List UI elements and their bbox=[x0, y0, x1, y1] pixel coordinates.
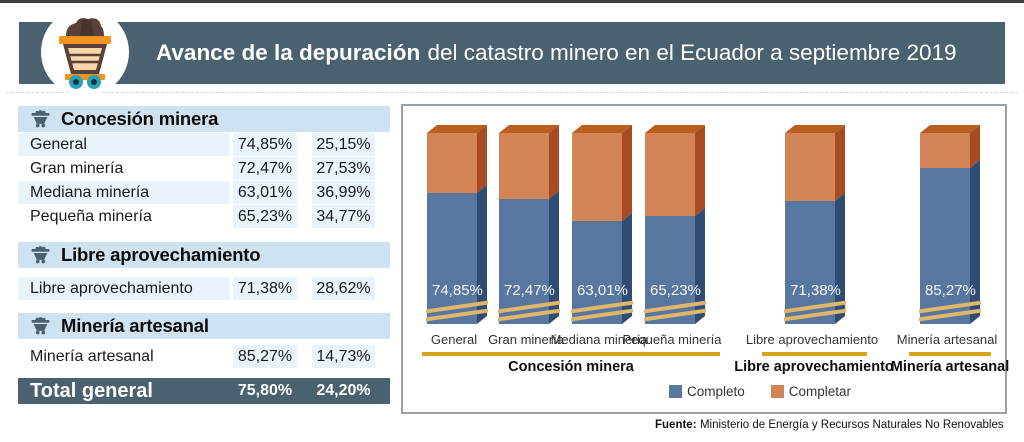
bar-segment-completar bbox=[427, 133, 477, 193]
chart-bar-general: 74,85% bbox=[426, 124, 488, 324]
row-value-completo: 85,27% bbox=[233, 345, 297, 368]
bar-value-label: 72,47% bbox=[504, 282, 555, 299]
row-value-completo: 74,85% bbox=[233, 133, 297, 156]
page-title: Avance de la depuración del catastro mine… bbox=[156, 22, 957, 84]
chart-bar-mediana-mineria: 63,01% bbox=[571, 124, 633, 324]
chart-bar-mineria-artesanal: 85,27% bbox=[919, 124, 981, 324]
category-label: General bbox=[430, 332, 478, 347]
group-label-libre: Libre aprovechamiento bbox=[734, 359, 894, 375]
bar-value-label: 85,27% bbox=[925, 282, 976, 299]
chart-bar-libre-aprovechamiento: 71,38% bbox=[784, 124, 846, 324]
row-label: Pequeña minería bbox=[30, 208, 152, 225]
row-value-completar: 25,15% bbox=[312, 133, 375, 156]
category-label: Pequeña minería bbox=[622, 332, 722, 347]
section-title: Minería artesanal bbox=[61, 315, 209, 336]
bar-front-face: 65,23% bbox=[644, 133, 706, 324]
mine-cart-icon bbox=[31, 246, 50, 264]
chart-legend: Completo Completar bbox=[669, 384, 851, 399]
logo-circle bbox=[41, 8, 129, 96]
mine-cart-icon bbox=[31, 110, 50, 128]
section-header-libre: Libre aprovechamiento bbox=[18, 242, 390, 268]
bar-segment-completar bbox=[785, 133, 835, 201]
row-value-completar: 36,99% bbox=[312, 181, 375, 204]
row-label: Minería artesanal bbox=[30, 348, 154, 365]
table-row: Libre aprovechamiento 71,38% 28,62% bbox=[18, 277, 390, 300]
row-label: General bbox=[18, 133, 230, 156]
row-label: Gran minería bbox=[30, 160, 124, 177]
bar-segment-completar bbox=[645, 133, 695, 216]
legend-item-completo: Completo bbox=[669, 384, 745, 399]
total-value-completo: 75,80% bbox=[237, 382, 293, 399]
legend-label: Completo bbox=[687, 384, 745, 399]
row-value-completar: 34,77% bbox=[312, 205, 375, 228]
row-label: Libre aprovechamiento bbox=[18, 277, 230, 300]
bar-segment-completo bbox=[427, 193, 477, 324]
source-text: Ministerio de Energía y Recursos Natural… bbox=[699, 419, 1004, 431]
section-title: Concesión minera bbox=[61, 108, 219, 129]
legend-label: Completar bbox=[788, 384, 852, 399]
section-header-concesion: Concesión minera bbox=[18, 106, 390, 132]
total-label: Total general bbox=[30, 380, 153, 402]
row-label: Mediana minería bbox=[18, 181, 230, 204]
group-label-concesion: Concesión minera bbox=[508, 359, 634, 375]
header-band: Avance de la depuración del catastro mine… bbox=[19, 22, 1005, 84]
category-label: Libre aprovechamiento bbox=[745, 332, 879, 347]
bar-segment-completo bbox=[920, 168, 970, 324]
total-value-completar: 24,20% bbox=[316, 382, 371, 399]
category-label: Gran minería bbox=[488, 332, 564, 347]
row-value-completar: 14,73% bbox=[312, 345, 375, 368]
bar-value-label: 71,38% bbox=[790, 282, 841, 299]
source-attribution: Fuente: Ministerio de Energía y Recursos … bbox=[655, 419, 1004, 431]
table-row: Pequeña minería 65,23% 34,77% bbox=[18, 205, 390, 228]
data-table-panel: Concesión minera General 74,85% 25,15% G… bbox=[18, 106, 390, 404]
group-underline bbox=[909, 352, 991, 356]
legend-swatch-completar bbox=[770, 385, 784, 398]
bar-segment-completar bbox=[572, 133, 622, 221]
row-value-completo: 72,47% bbox=[233, 157, 297, 180]
table-row: Mediana minería 63,01% 36,99% bbox=[18, 181, 390, 204]
table-row: Minería artesanal 85,27% 14,73% bbox=[18, 345, 390, 368]
bar-value-label: 74,85% bbox=[432, 282, 483, 299]
section-header-artesanal: Minería artesanal bbox=[18, 313, 390, 339]
row-value-completo: 71,38% bbox=[233, 277, 297, 300]
legend-item-completar: Completar bbox=[770, 384, 852, 399]
top-border-strip bbox=[0, 0, 1024, 3]
bar-front-face: 71,38% bbox=[784, 133, 846, 324]
group-label-artesanal: Minería artesanal bbox=[890, 359, 1010, 375]
bar-front-face: 63,01% bbox=[571, 133, 633, 324]
row-value-completar: 27,53% bbox=[312, 157, 375, 180]
mine-cart-icon bbox=[59, 18, 111, 89]
page-title-bold: Avance de la depuración bbox=[156, 40, 421, 65]
row-value-completar: 28,62% bbox=[312, 277, 375, 300]
chart-bar-pequena-mineria: 65,23% bbox=[644, 124, 706, 324]
divider-line bbox=[6, 92, 1018, 93]
bar-front-face: 72,47% bbox=[498, 133, 560, 324]
total-row: Total general 75,80% 24,20% bbox=[18, 378, 390, 404]
group-underline bbox=[422, 352, 720, 356]
row-value-completo: 63,01% bbox=[233, 181, 297, 204]
category-label: Minería artesanal bbox=[896, 332, 998, 347]
legend-swatch-completo bbox=[669, 385, 682, 398]
table-row: General 74,85% 25,15% bbox=[18, 133, 390, 156]
bar-chart: 74,85% 72,47% 63,01% bbox=[401, 104, 1010, 414]
bar-segment-completar bbox=[499, 133, 549, 199]
row-value-completo: 65,23% bbox=[233, 205, 297, 228]
table-row: Gran minería 72,47% 27,53% bbox=[18, 157, 390, 180]
bar-value-label: 63,01% bbox=[577, 282, 628, 299]
bar-front-face: 74,85% bbox=[426, 133, 488, 324]
bar-segment-completar bbox=[920, 133, 970, 168]
chart-bar-gran-mineria: 72,47% bbox=[498, 124, 560, 324]
bar-front-face: 85,27% bbox=[919, 133, 981, 324]
mine-cart-icon bbox=[31, 317, 50, 335]
group-underline bbox=[762, 352, 867, 356]
source-label: Fuente: bbox=[655, 419, 697, 431]
category-label: Mediana minería bbox=[550, 332, 648, 347]
section-title: Libre aprovechamiento bbox=[61, 244, 261, 265]
bar-value-label: 65,23% bbox=[650, 282, 701, 299]
page-title-rest: del catastro minero en el Ecuador a sept… bbox=[427, 40, 957, 65]
